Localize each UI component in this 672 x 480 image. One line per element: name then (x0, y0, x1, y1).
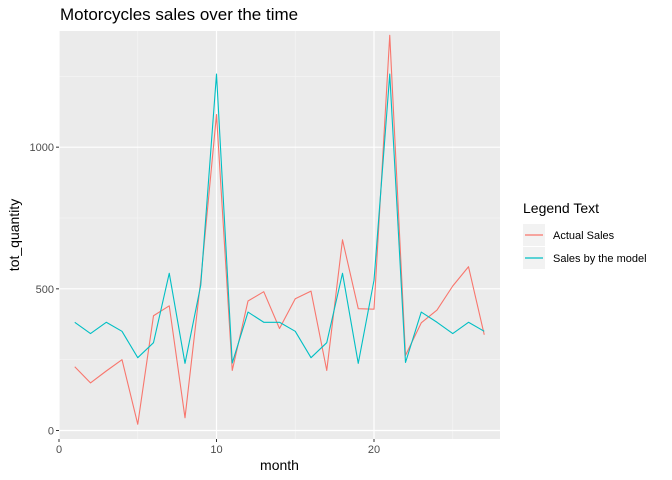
y-tick-label: 0 (48, 426, 54, 438)
y-axis-ticks: 0 500 1000 (30, 142, 59, 438)
chart-title: Motorcycles sales over the time (60, 5, 298, 24)
plot-panel (59, 31, 500, 439)
series-line-sales-by-the-model (74, 73, 485, 364)
legend-item-sales-by-the-model: Sales by the model (523, 247, 647, 269)
legend: Legend Text Actual Sales Sales by the mod… (523, 200, 647, 269)
series-layer (74, 34, 485, 425)
legend-item-actual-sales: Actual Sales (523, 224, 615, 246)
legend-label-sales-by-the-model: Sales by the model (553, 253, 647, 265)
minor-gridlines (59, 31, 500, 439)
y-tick-label: 1000 (30, 142, 54, 154)
legend-label-actual-sales: Actual Sales (553, 230, 615, 242)
x-axis-title: month (260, 457, 299, 473)
x-tick-label: 10 (210, 444, 222, 456)
y-tick-label: 500 (36, 284, 54, 296)
x-tick-label: 0 (56, 444, 62, 456)
series-line-actual-sales (74, 34, 485, 425)
y-axis-title: tot_quantity (6, 199, 22, 271)
x-tick-label: 20 (368, 444, 380, 456)
x-axis-ticks: 0 10 20 (56, 439, 380, 456)
legend-items: Actual Sales Sales by the model (523, 224, 647, 269)
major-gridlines (58, 31, 500, 439)
legend-title: Legend Text (523, 200, 599, 216)
